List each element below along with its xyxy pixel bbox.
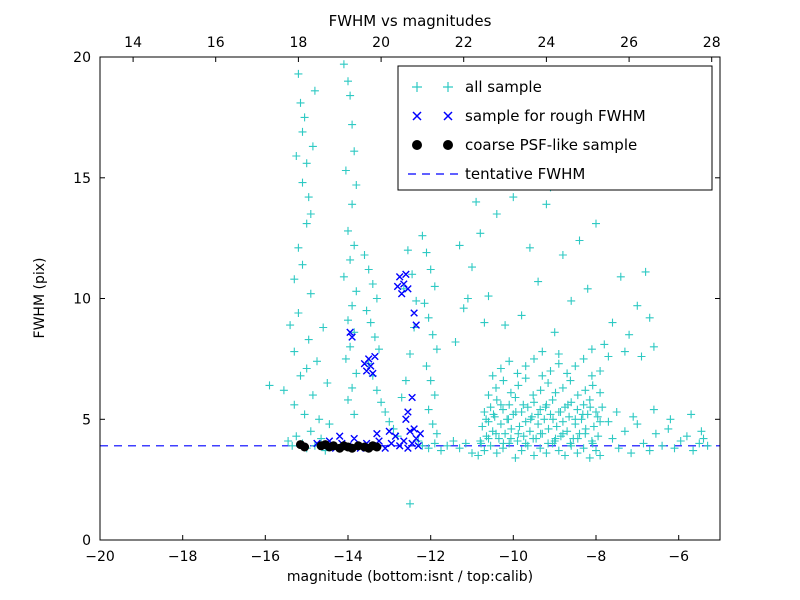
- y-tick-label: 0: [82, 533, 91, 549]
- x-tick-label: −14: [333, 549, 363, 565]
- legend-entry-label: tentative FWHM: [465, 165, 585, 183]
- x-tick-label: −10: [499, 549, 529, 565]
- y-tick-label: 15: [73, 171, 91, 187]
- top-tick-label: 22: [455, 35, 473, 51]
- plot-layer: −20 −18 −16 −14 −12 −10 −8 −6 14 16 18 20 22 24 26 28 0 5…: [73, 35, 720, 565]
- x-tick-label: −16: [251, 549, 281, 565]
- legend-entry-label: sample for rough FWHM: [465, 107, 646, 125]
- ticks: [99, 56, 720, 541]
- legend-entry-label: all sample: [465, 78, 542, 96]
- top-tick-label: 28: [703, 35, 721, 51]
- y-tick-label: 20: [73, 50, 91, 66]
- legend-entry: all sample: [412, 78, 542, 96]
- tick-labels: −20 −18 −16 −14 −12 −10 −8 −6 14 16 18 20 22 24 26 28 0 5…: [73, 35, 720, 565]
- circle-marker-icon: [412, 140, 422, 150]
- plus-marker-icon: [443, 82, 453, 92]
- x-tick-label: −18: [168, 549, 198, 565]
- y-tick-label: 5: [82, 412, 91, 428]
- series-coarse-psf-like-sample: [296, 440, 382, 453]
- data-point: [372, 442, 382, 452]
- x-marker-icon: [443, 111, 453, 121]
- top-tick-label: 24: [537, 35, 555, 51]
- legend-entry: coarse PSF-like sample: [412, 136, 637, 154]
- data-point: [300, 442, 310, 452]
- top-tick-label: 26: [620, 35, 638, 51]
- circle-marker-icon: [443, 140, 453, 150]
- y-axis-label: FWHM (pix): [32, 258, 48, 339]
- top-tick-label: 16: [207, 35, 225, 51]
- x-tick-label: −20: [85, 549, 115, 565]
- x-axis-label: magnitude (bottom:isnt / top:calib): [287, 569, 533, 585]
- legend-entry-label: coarse PSF-like sample: [465, 136, 637, 154]
- top-tick-label: 18: [289, 35, 307, 51]
- legend: all sample sample for rough FWHM coarse PS…: [397, 65, 713, 191]
- x-tick-label: −6: [668, 549, 689, 565]
- x-marker-icon: [412, 111, 422, 121]
- x-tick-label: −12: [416, 549, 446, 565]
- plus-marker-icon: [412, 82, 422, 92]
- legend-entry: tentative FWHM: [408, 165, 585, 183]
- x-tick-label: −8: [586, 549, 607, 565]
- top-tick-label: 20: [372, 35, 390, 51]
- y-tick-label: 10: [73, 292, 91, 308]
- legend-entry: sample for rough FWHM: [412, 107, 646, 125]
- top-tick-label: 14: [124, 35, 142, 51]
- chart-title: FWHM vs magnitudes: [329, 12, 492, 30]
